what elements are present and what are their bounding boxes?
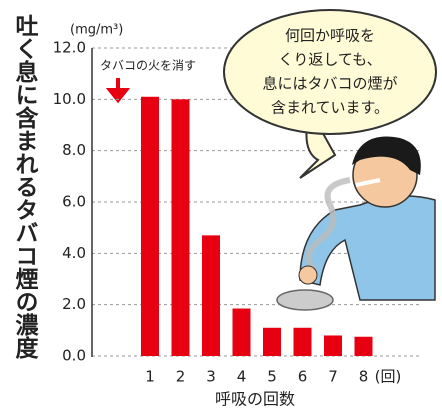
hand — [299, 266, 317, 284]
x-tick-label: 8 — [359, 368, 369, 386]
chart: 吐く息に含まれるタバコ煙の濃度 (mg/m³) タバコの火を消す 0.0 2.0 4… — [0, 0, 442, 412]
y-unit: (mg/m³) — [70, 23, 123, 38]
bar — [233, 309, 251, 356]
bar — [324, 335, 342, 356]
x-tick-label: 6 — [298, 368, 308, 386]
x-tick-label: 4 — [237, 368, 247, 386]
page: {"chart_data": {"type": "bar", "y_label"… — [0, 0, 442, 412]
y-axis-label: 吐く息に含まれるタバコ煙の濃度 — [11, 14, 39, 360]
bar — [294, 328, 312, 356]
x-tick-label: 3 — [206, 368, 216, 386]
bar — [172, 99, 190, 356]
annotation: タバコの火を消す — [100, 59, 196, 73]
x-tick-label: 5 — [267, 368, 277, 386]
x-tick-label: 7 — [328, 368, 338, 386]
speech-line: 息にはタバコの煙が — [262, 75, 397, 93]
y-tick-label: 2.0 — [62, 295, 86, 313]
y-tick-label: 8.0 — [62, 141, 86, 159]
y-tick-label: 10.0 — [53, 90, 86, 108]
x-axis-label: 呼吸の回数 — [215, 390, 295, 409]
x-unit: (回) — [375, 368, 402, 386]
speech-line: 含まれています。 — [271, 99, 389, 117]
bar — [355, 337, 373, 356]
bar — [263, 328, 281, 356]
y-tick-label: 12.0 — [53, 39, 86, 57]
speech-line: 何回か呼吸を — [285, 27, 375, 45]
y-tick-label: 6.0 — [62, 193, 86, 211]
x-tick-label: 2 — [176, 368, 186, 386]
body — [300, 196, 435, 300]
arrow — [110, 78, 126, 100]
speech-line: くり返しても、 — [278, 51, 381, 69]
x-tick-label: 1 — [145, 368, 155, 386]
y-tick-label: 0.0 — [62, 347, 86, 365]
y-tick-label: 4.0 — [62, 244, 86, 262]
ashtray — [277, 290, 333, 310]
bar — [202, 235, 220, 356]
bar — [141, 97, 159, 356]
